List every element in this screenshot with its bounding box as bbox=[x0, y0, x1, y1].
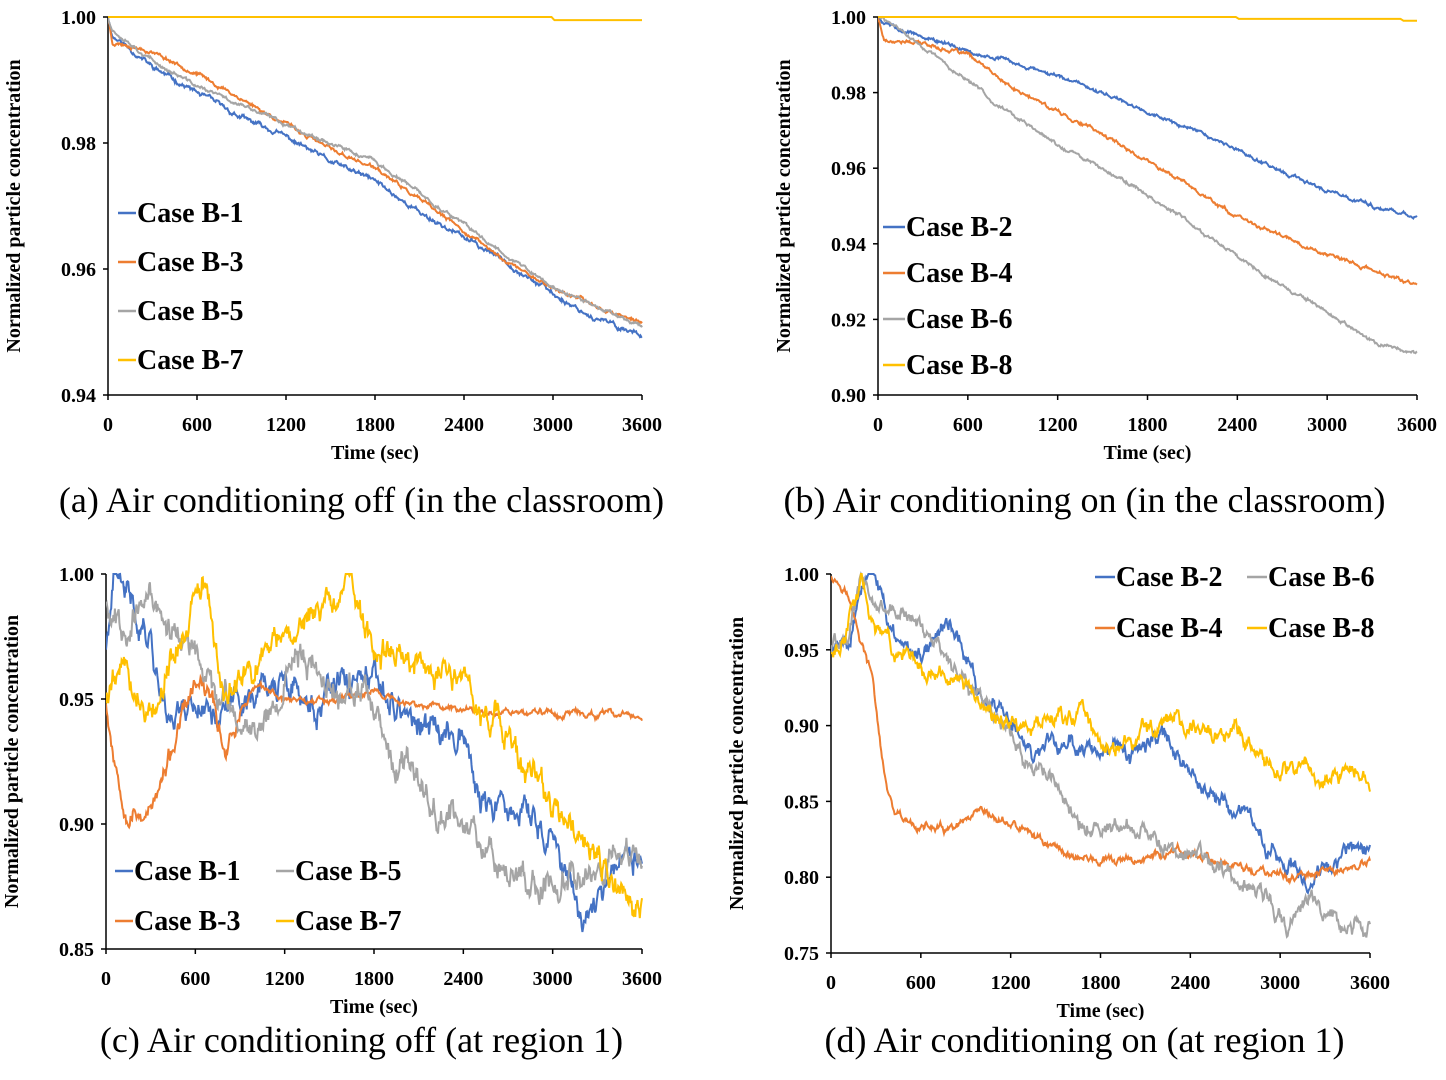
legend-label: Case B-5 bbox=[295, 856, 402, 887]
x-tick-label: 2400 bbox=[1217, 414, 1257, 436]
y-tick-label: 0.80 bbox=[784, 867, 819, 889]
series-line-case-b-3 bbox=[106, 673, 643, 830]
y-tick-label: 0.85 bbox=[59, 939, 94, 961]
y-tick-label: 0.94 bbox=[831, 234, 866, 256]
y-tick-label: 0.98 bbox=[61, 133, 96, 155]
y-tick-label: 0.94 bbox=[61, 385, 96, 407]
legend-label: Case B-4 bbox=[906, 258, 1013, 289]
x-tick-label: 1200 bbox=[265, 968, 305, 990]
series-line-case-b-8 bbox=[878, 16, 1417, 22]
y-tick-label: 1.00 bbox=[831, 7, 866, 29]
x-tick-label: 3600 bbox=[622, 968, 662, 990]
x-tick-label: 0 bbox=[103, 414, 113, 436]
y-tick-label: 0.85 bbox=[784, 791, 819, 813]
x-tick-label: 1200 bbox=[1038, 414, 1078, 436]
x-tick-label: 1200 bbox=[266, 414, 306, 436]
chart-panel-d: 0.75 0.80 0.85 0.90 0.95 1.00 0 600 1200 1800 2400… bbox=[723, 540, 1446, 1080]
series-line-case-b-2 bbox=[831, 573, 1371, 895]
series-line-case-b-4 bbox=[831, 575, 1371, 886]
y-axis-label: Normalized particle concentration bbox=[773, 59, 795, 352]
y-tick-label: 0.96 bbox=[61, 259, 96, 281]
x-tick-label: 0 bbox=[826, 972, 836, 994]
series-line-case-b-7 bbox=[108, 16, 642, 22]
chart-c-svg: 0.85 0.90 0.95 1.00 0 600 1200 1800 2400 3000 3600… bbox=[1, 564, 662, 1018]
series-line-case-b-1 bbox=[106, 572, 643, 933]
x-tick-label: 1800 bbox=[355, 414, 395, 436]
x-tick-label: 1200 bbox=[991, 972, 1031, 994]
x-tick-label: 1800 bbox=[354, 968, 394, 990]
x-tick-label: 3000 bbox=[533, 414, 573, 436]
legend-label: Case B-3 bbox=[134, 906, 241, 937]
chart-panel-b: 0.90 0.92 0.94 0.96 0.98 1.00 0 600 1200 1800 2400… bbox=[723, 0, 1446, 540]
chart-d-svg: 0.75 0.80 0.85 0.90 0.95 1.00 0 600 1200 1800 2400… bbox=[726, 562, 1390, 1020]
legend-label: Case B-7 bbox=[137, 345, 244, 376]
x-tick-label: 1800 bbox=[1081, 972, 1121, 994]
x-tick-label: 2400 bbox=[444, 414, 484, 436]
y-tick-label: 0.98 bbox=[831, 83, 866, 105]
y-tick-label: 0.95 bbox=[59, 689, 94, 711]
legend-label: Case B-3 bbox=[137, 247, 244, 278]
x-axis-label: Time (sec) bbox=[1057, 1000, 1145, 1020]
y-tick-label: 1.00 bbox=[59, 564, 94, 586]
legend-label: Case B-2 bbox=[906, 212, 1013, 243]
y-tick-label: 0.75 bbox=[784, 943, 819, 965]
legend-label: Case B-5 bbox=[137, 296, 244, 327]
x-tick-label: 3600 bbox=[622, 414, 662, 436]
x-tick-label: 600 bbox=[906, 972, 936, 994]
legend-label: Case B-1 bbox=[134, 856, 241, 887]
x-tick-label: 0 bbox=[101, 968, 111, 990]
x-tick-label: 3000 bbox=[1307, 414, 1347, 436]
chart-d-caption: (d) Air conditioning on (at region 1) bbox=[824, 1020, 1345, 1060]
x-tick-label: 600 bbox=[953, 414, 983, 436]
y-tick-label: 0.92 bbox=[831, 309, 866, 331]
series-line-case-b-7 bbox=[106, 573, 643, 919]
x-tick-label: 600 bbox=[182, 414, 212, 436]
chart-panel-c: 0.85 0.90 0.95 1.00 0 600 1200 1800 2400 3000 3600… bbox=[0, 540, 723, 1080]
y-tick-label: 0.90 bbox=[59, 814, 94, 836]
chart-panel-a: 0.94 0.96 0.98 1.00 0 600 1200 1800 2400 3000 3600… bbox=[0, 0, 723, 540]
x-tick-label: 2400 bbox=[443, 968, 483, 990]
y-axis-label: Normalized particle concentration bbox=[1, 615, 23, 908]
legend-label: Case B-6 bbox=[1268, 562, 1375, 593]
chart-a-caption: (a) Air conditioning off (in the classro… bbox=[58, 480, 665, 520]
series-line-case-b-2 bbox=[878, 16, 1418, 220]
series-line-case-b-1 bbox=[108, 17, 643, 339]
x-tick-label: 1800 bbox=[1128, 414, 1168, 436]
legend-label: Case B-6 bbox=[906, 304, 1013, 335]
x-tick-label: 3000 bbox=[533, 968, 573, 990]
y-tick-label: 0.95 bbox=[784, 640, 819, 662]
x-axis-label: Time (sec) bbox=[330, 996, 418, 1018]
x-tick-label: 3600 bbox=[1397, 414, 1437, 436]
x-axis-label: Time (sec) bbox=[331, 442, 419, 464]
y-tick-label: 0.96 bbox=[831, 158, 866, 180]
x-tick-label: 3600 bbox=[1350, 972, 1390, 994]
legend-label: Case B-8 bbox=[906, 350, 1013, 381]
series-line-case-b-8 bbox=[831, 573, 1371, 792]
x-tick-label: 0 bbox=[873, 414, 883, 436]
legend-label: Case B-4 bbox=[1116, 613, 1223, 644]
x-axis-label: Time (sec) bbox=[1104, 442, 1192, 464]
legend-label: Case B-8 bbox=[1268, 613, 1375, 644]
series-line-case-b-6 bbox=[878, 15, 1418, 355]
x-tick-label: 2400 bbox=[1170, 972, 1210, 994]
chart-c-caption: (c) Air conditioning off (at region 1) bbox=[99, 1020, 624, 1060]
y-tick-label: 1.00 bbox=[61, 7, 96, 29]
series-line-case-b-5 bbox=[106, 581, 643, 905]
x-tick-label: 3000 bbox=[1260, 972, 1300, 994]
series-line-case-b-4 bbox=[878, 17, 1418, 286]
legend-label: Case B-2 bbox=[1116, 562, 1223, 593]
chart-b-svg: 0.90 0.92 0.94 0.96 0.98 1.00 0 600 1200 1800 2400… bbox=[773, 7, 1437, 464]
y-tick-label: 1.00 bbox=[784, 564, 819, 586]
legend-label: Case B-7 bbox=[295, 906, 402, 937]
chart-a-svg: 0.94 0.96 0.98 1.00 0 600 1200 1800 2400 3000 3600… bbox=[3, 7, 662, 464]
y-tick-label: 0.90 bbox=[831, 385, 866, 407]
y-tick-label: 0.90 bbox=[784, 716, 819, 738]
y-axis-label: Normalized particle concentration bbox=[726, 617, 748, 910]
chart-b-caption: (b) Air conditioning on (in the classroo… bbox=[783, 480, 1386, 520]
series-line-case-b-5 bbox=[108, 17, 643, 328]
legend-label: Case B-1 bbox=[137, 198, 244, 229]
x-tick-label: 600 bbox=[180, 968, 210, 990]
y-axis-label: Normalized particle concentration bbox=[3, 59, 25, 352]
series-line-case-b-6 bbox=[831, 571, 1371, 939]
